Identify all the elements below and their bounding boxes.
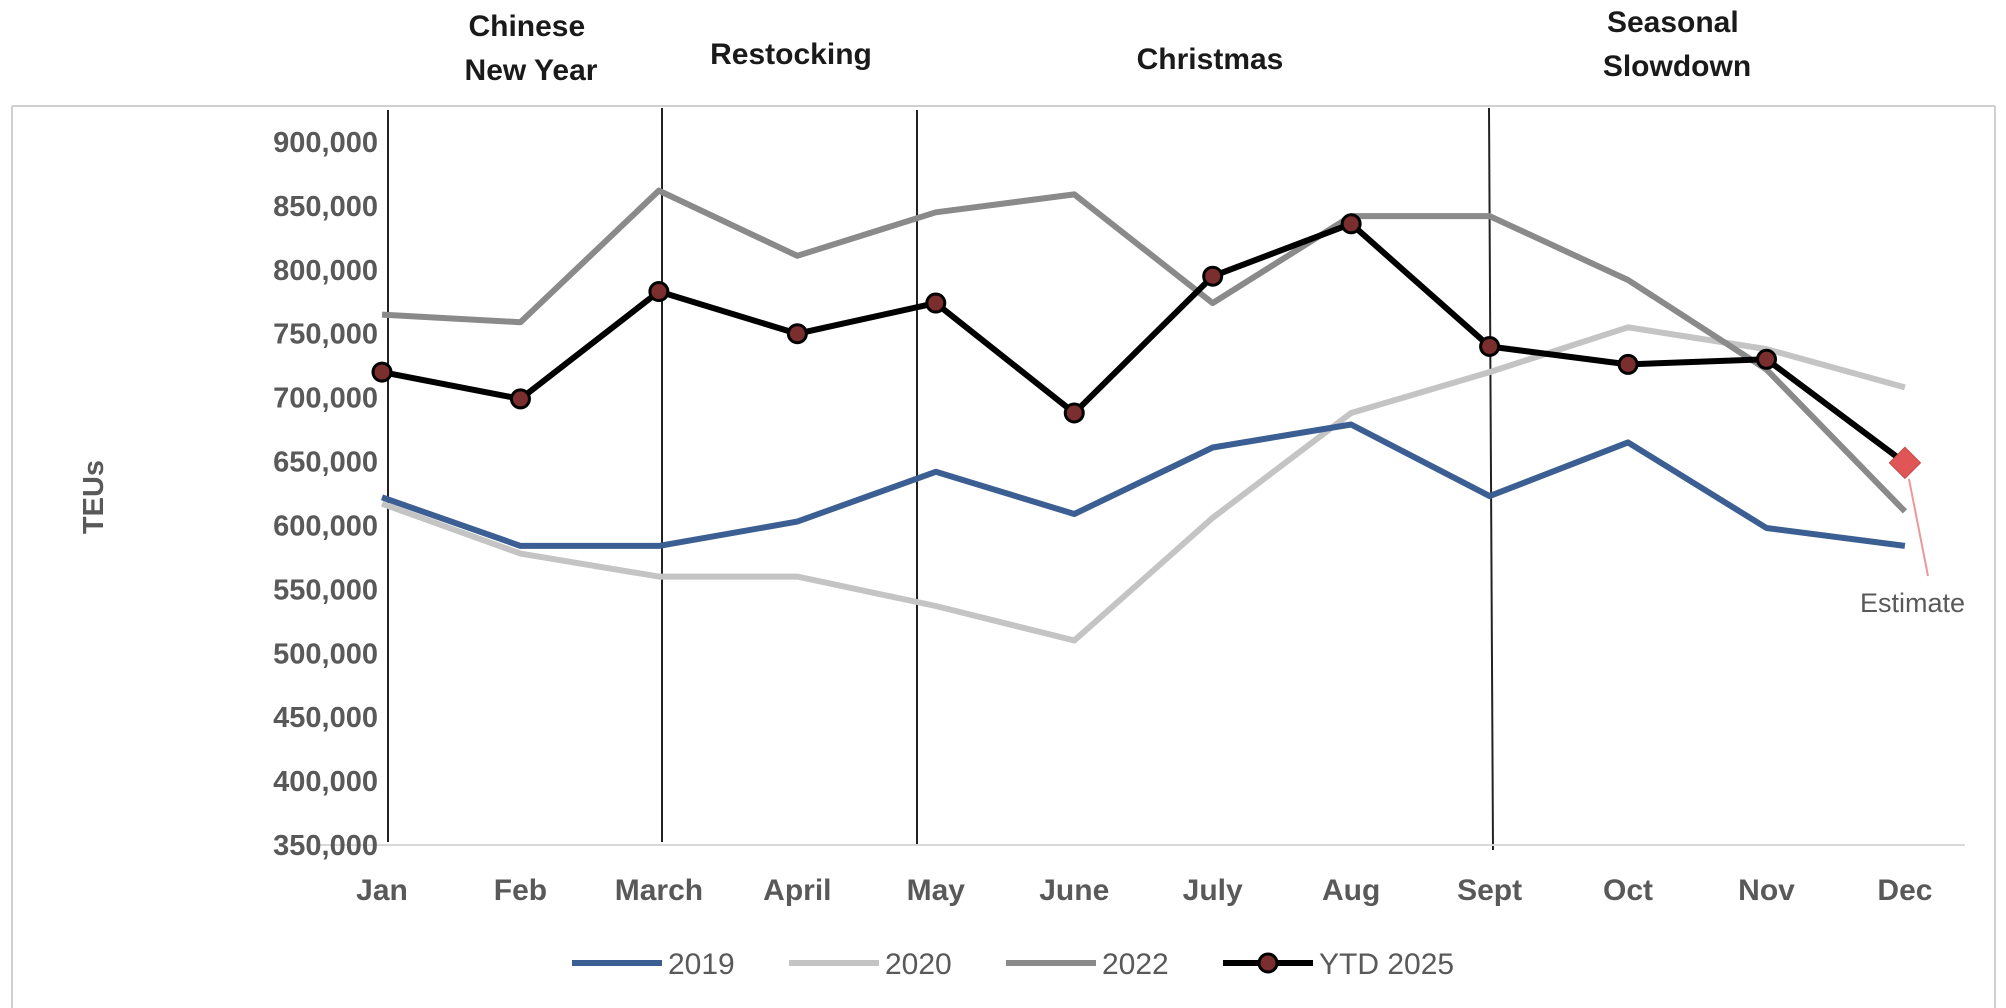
x-tick-label: June [1039,874,1109,907]
series-lines [380,187,1908,644]
ytd-2025-point [1063,402,1085,424]
x-tick-label: July [1183,874,1243,907]
period-separators [387,107,1494,851]
ytd-2025-point [786,323,808,345]
y-tick-label: 700,000 [273,383,378,415]
legend-item-2020: 2020 [789,948,952,981]
ytd-2025-point [1756,348,1777,370]
x-tick-label: Sept [1457,874,1522,907]
legend-marker-ytd-2025 [1257,952,1279,974]
y-tick-label: 550,000 [273,574,378,606]
series-line-2022 [381,187,1908,514]
y-tick-label: 850,000 [273,191,378,223]
x-tick-label: May [907,874,966,907]
ytd-2025-point [648,281,670,303]
estimate-annotation: Estimate [1860,446,1965,618]
y-tick-label: 650,000 [273,447,378,479]
period-band-labels: Chinese New Year Restocking Christmas Se… [465,6,1752,87]
x-tick-label: Oct [1603,874,1653,907]
x-tick-label: Aug [1322,874,1380,907]
separator-sept [1488,107,1494,851]
legend-label-2020: 2020 [885,948,952,981]
y-axis-title: TEUs [78,460,110,534]
chart-frame [11,105,1996,1008]
legend-label-2019: 2019 [668,948,735,981]
y-tick-label: 600,000 [273,510,378,542]
estimate-leader-line [1907,478,1929,577]
y-tick-label: 350,000 [273,830,378,862]
ytd-2025-point [1340,213,1362,235]
band-seasonal-slowdown: Seasonal Slowdown [1603,6,1751,83]
y-tick-label: 400,000 [273,766,378,798]
legend-item-2019: 2019 [572,948,735,981]
legend-item-2022: 2022 [1006,948,1169,981]
y-tick-label: 800,000 [273,255,378,287]
x-axis-ticks: Jan Feb March April May June July Aug Se… [356,874,1932,907]
ytd-2025-point [925,292,947,314]
series-line-2019 [381,421,1906,549]
x-tick-label: Dec [1877,874,1932,907]
legend-item-ytd-2025: YTD 2025 [1223,948,1454,981]
band-restocking: Restocking [710,38,872,71]
legend-label-2022: 2022 [1102,948,1169,981]
band-christmas: Christmas [1137,43,1284,76]
estimate-marker [1888,446,1922,480]
x-tick-label: Nov [1738,874,1795,907]
ytd-2025-point [1617,353,1639,375]
estimate-label: Estimate [1860,588,1965,618]
band-chinese-new-year: Chinese New Year [465,10,598,87]
y-axis-ticks: 900,000 850,000 800,000 750,000 700,000 … [273,127,378,862]
ytd-2025-point [509,388,531,410]
y-tick-label: 450,000 [273,702,378,734]
x-tick-label: Jan [356,874,408,907]
ytd-2025-point [1202,265,1224,287]
y-tick-label: 750,000 [273,319,378,351]
x-tick-label: Feb [494,874,547,907]
x-tick-label: March [615,874,703,907]
y-tick-label: 500,000 [273,638,378,670]
ytd-2025-point [371,361,393,383]
series-line-ytd-2025 [381,220,1907,466]
legend-label-ytd-2025: YTD 2025 [1319,948,1454,981]
ytd-2025-markers [371,213,1777,424]
series-line-2020 [380,324,1906,644]
ytd-2025-point [1479,336,1501,358]
legend: 2019 2020 2022 YTD 2025 [572,948,1454,981]
x-tick-label: April [763,874,831,907]
y-tick-label: 900,000 [273,127,378,159]
